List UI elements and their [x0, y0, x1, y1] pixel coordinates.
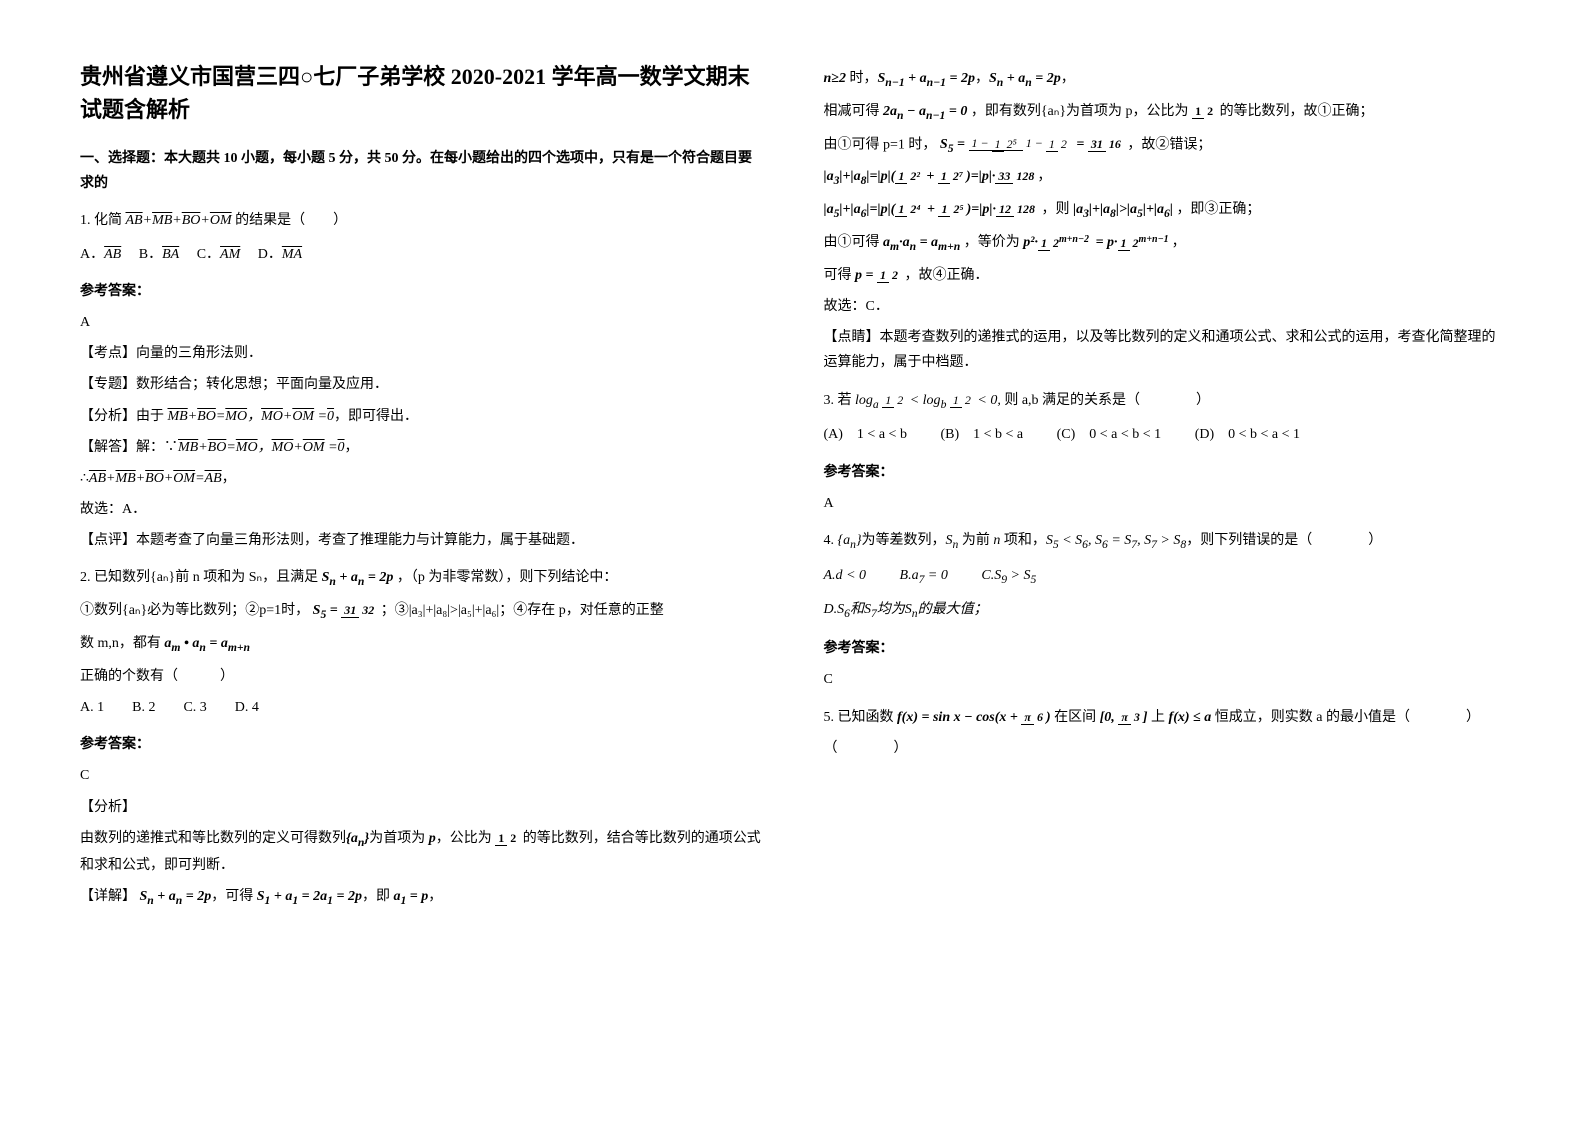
col2-line8: 故选：C． — [824, 294, 1508, 319]
q1-option-c: C．AM — [197, 247, 241, 262]
q2-answer: C — [80, 763, 764, 788]
q4-answer-label: 参考答案： — [824, 636, 1508, 661]
q4-option-a: A.d < 0 — [824, 563, 867, 588]
q2-xiangjie: 【详解】 Sn + an = 2p，可得 S1 + a1 = 2a1 = 2p，… — [80, 884, 764, 911]
q1-dianping: 【点评】本题考查了向量三角形法则，考查了推理能力与计算能力，属于基础题． — [80, 528, 764, 553]
question-1: 1. 化简 AB+MB+BO+OM 的结果是（ ） A．AB B．BA C．AM… — [80, 208, 764, 266]
col2-line4: |a3|+|a8|=|p|(12² + 12⁷)=|p|·33128， — [824, 164, 1508, 191]
q1-jieda2: ∴AB+MB+BO+OM=AB， — [80, 466, 764, 491]
question-5: 5. 已知函数 f(x) = sin x − cos(x + π6) 在区间 [… — [824, 705, 1508, 761]
q1-options: A．AB B．BA C．AM D．MA — [80, 242, 764, 267]
q2-answer-label: 参考答案： — [80, 732, 764, 757]
q3-option-b: (B) 1 < b < a — [940, 422, 1023, 447]
q3-option-a: (A) 1 < a < b — [824, 422, 907, 447]
q4-options-row1: A.d < 0 B.a7 = 0 C.S9 > S5 — [824, 563, 1508, 590]
q3-option-c: (C) 0 < a < b < 1 — [1057, 422, 1162, 447]
q2-items-1: ①数列{aₙ}必为等比数列；②p=1时， S5 = 3132 ；③|a₃|+|a… — [80, 598, 764, 625]
q3-stem: 3. 若 loga 12 < logb 12 < 0, 则 a,b 满足的关系是… — [824, 388, 1508, 415]
q1-tail: 的结果是（ ） — [235, 213, 347, 228]
q4-option-d: D.S6和S7均为Sn的最大值； — [824, 597, 1508, 624]
col2-dianping: 【点睛】本题考查数列的递推式的运用，以及等比数列的定义和通项公式、求和公式的运用… — [824, 325, 1508, 375]
q4-answer: C — [824, 667, 1508, 692]
q2-options: A. 1 B. 2 C. 3 D. 4 — [80, 695, 764, 720]
question-4: 4. {an}为等差数列，Sn 为前 n 项和，S5 < S6, S6 = S7… — [824, 528, 1508, 624]
q1-fenxi: 【分析】由于 MB+BO=MO，MO+OM =0，即可得出． — [80, 404, 764, 429]
q2-items-2: 数 m,n，都有 am • an = am+n — [80, 631, 764, 658]
q1-jieda1: 【解答】解：∵MB+BO=MO，MO+OM =0， — [80, 435, 764, 460]
q4-option-c: C.S9 > S5 — [981, 563, 1036, 590]
q3-option-d: (D) 0 < b < a < 1 — [1195, 422, 1300, 447]
q1-formula: AB+MB+BO+OM — [126, 213, 232, 228]
q4-option-b: B.a7 = 0 — [900, 563, 948, 590]
q1-stem: 1. 化简 AB+MB+BO+OM 的结果是（ ） — [80, 208, 764, 233]
document-title: 贵州省遵义市国营三四○七厂子弟学校 2020-2021 学年高一数学文期末试题含… — [80, 60, 764, 126]
q2-fenxi: 由数列的递推式和等比数列的定义可得数列{an}为首项为 p，公比为 12 的等比… — [80, 826, 764, 878]
q2-stem: 2. 已知数列{aₙ}前 n 项和为 Sₙ，且满足 Sn + an = 2p ，… — [80, 565, 764, 592]
q3-answer-label: 参考答案： — [824, 460, 1508, 485]
q3-answer: A — [824, 491, 1508, 516]
q1-option-a: A．AB — [80, 247, 121, 262]
col2-line7: 可得 p = 12 ，故④正确． — [824, 263, 1508, 288]
q1-kaodian: 【考点】向量的三角形法则． — [80, 341, 764, 366]
q3-options: (A) 1 < a < b (B) 1 < b < a (C) 0 < a < … — [824, 422, 1508, 447]
col2-line2: 相减可得 2an − an−1 = 0 ，即有数列{aₙ}为首项为 p，公比为 … — [824, 99, 1508, 126]
q1-zhuanti: 【专题】数形结合；转化思想；平面向量及应用． — [80, 372, 764, 397]
q1-option-b: B．BA — [139, 247, 179, 262]
q1-option-d: D．MA — [258, 247, 302, 262]
section-1-title: 一、选择题：本大题共 10 小题，每小题 5 分，共 50 分。在每小题给出的四… — [80, 146, 764, 196]
q1-stem-text: 1. 化简 — [80, 213, 122, 228]
q2-fenxi-label: 【分析】 — [80, 795, 764, 820]
q1-answer: A — [80, 310, 764, 335]
q1-answer-label: 参考答案： — [80, 279, 764, 304]
col2-line5: |a5|+|a6|=|p|(12⁴ + 12⁵)=|p|·12128 ，则 |a… — [824, 197, 1508, 224]
col2-line1: n≥2 时，Sn−1 + an−1 = 2p，Sn + an = 2p， — [824, 66, 1508, 93]
q2-correct-count: 正确的个数有（ ） — [80, 664, 764, 689]
question-3: 3. 若 loga 12 < logb 12 < 0, 则 a,b 满足的关系是… — [824, 388, 1508, 448]
question-2: 2. 已知数列{aₙ}前 n 项和为 Sₙ，且满足 Sn + an = 2p ，… — [80, 565, 764, 720]
col2-line3: 由①可得 p=1 时， S5 = 1 − 12⁵1 − 12 = 3116 ，故… — [824, 132, 1508, 159]
q5-paren: （ ） — [824, 736, 1508, 761]
col2-line6: 由①可得 am·an = am+n ，等价为 p²·12m+n−2 = p·12… — [824, 230, 1508, 257]
q5-stem: 5. 已知函数 f(x) = sin x − cos(x + π6) 在区间 [… — [824, 705, 1508, 730]
q4-stem: 4. {an}为等差数列，Sn 为前 n 项和，S5 < S6, S6 = S7… — [824, 528, 1508, 555]
q1-jieda3: 故选：A． — [80, 497, 764, 522]
